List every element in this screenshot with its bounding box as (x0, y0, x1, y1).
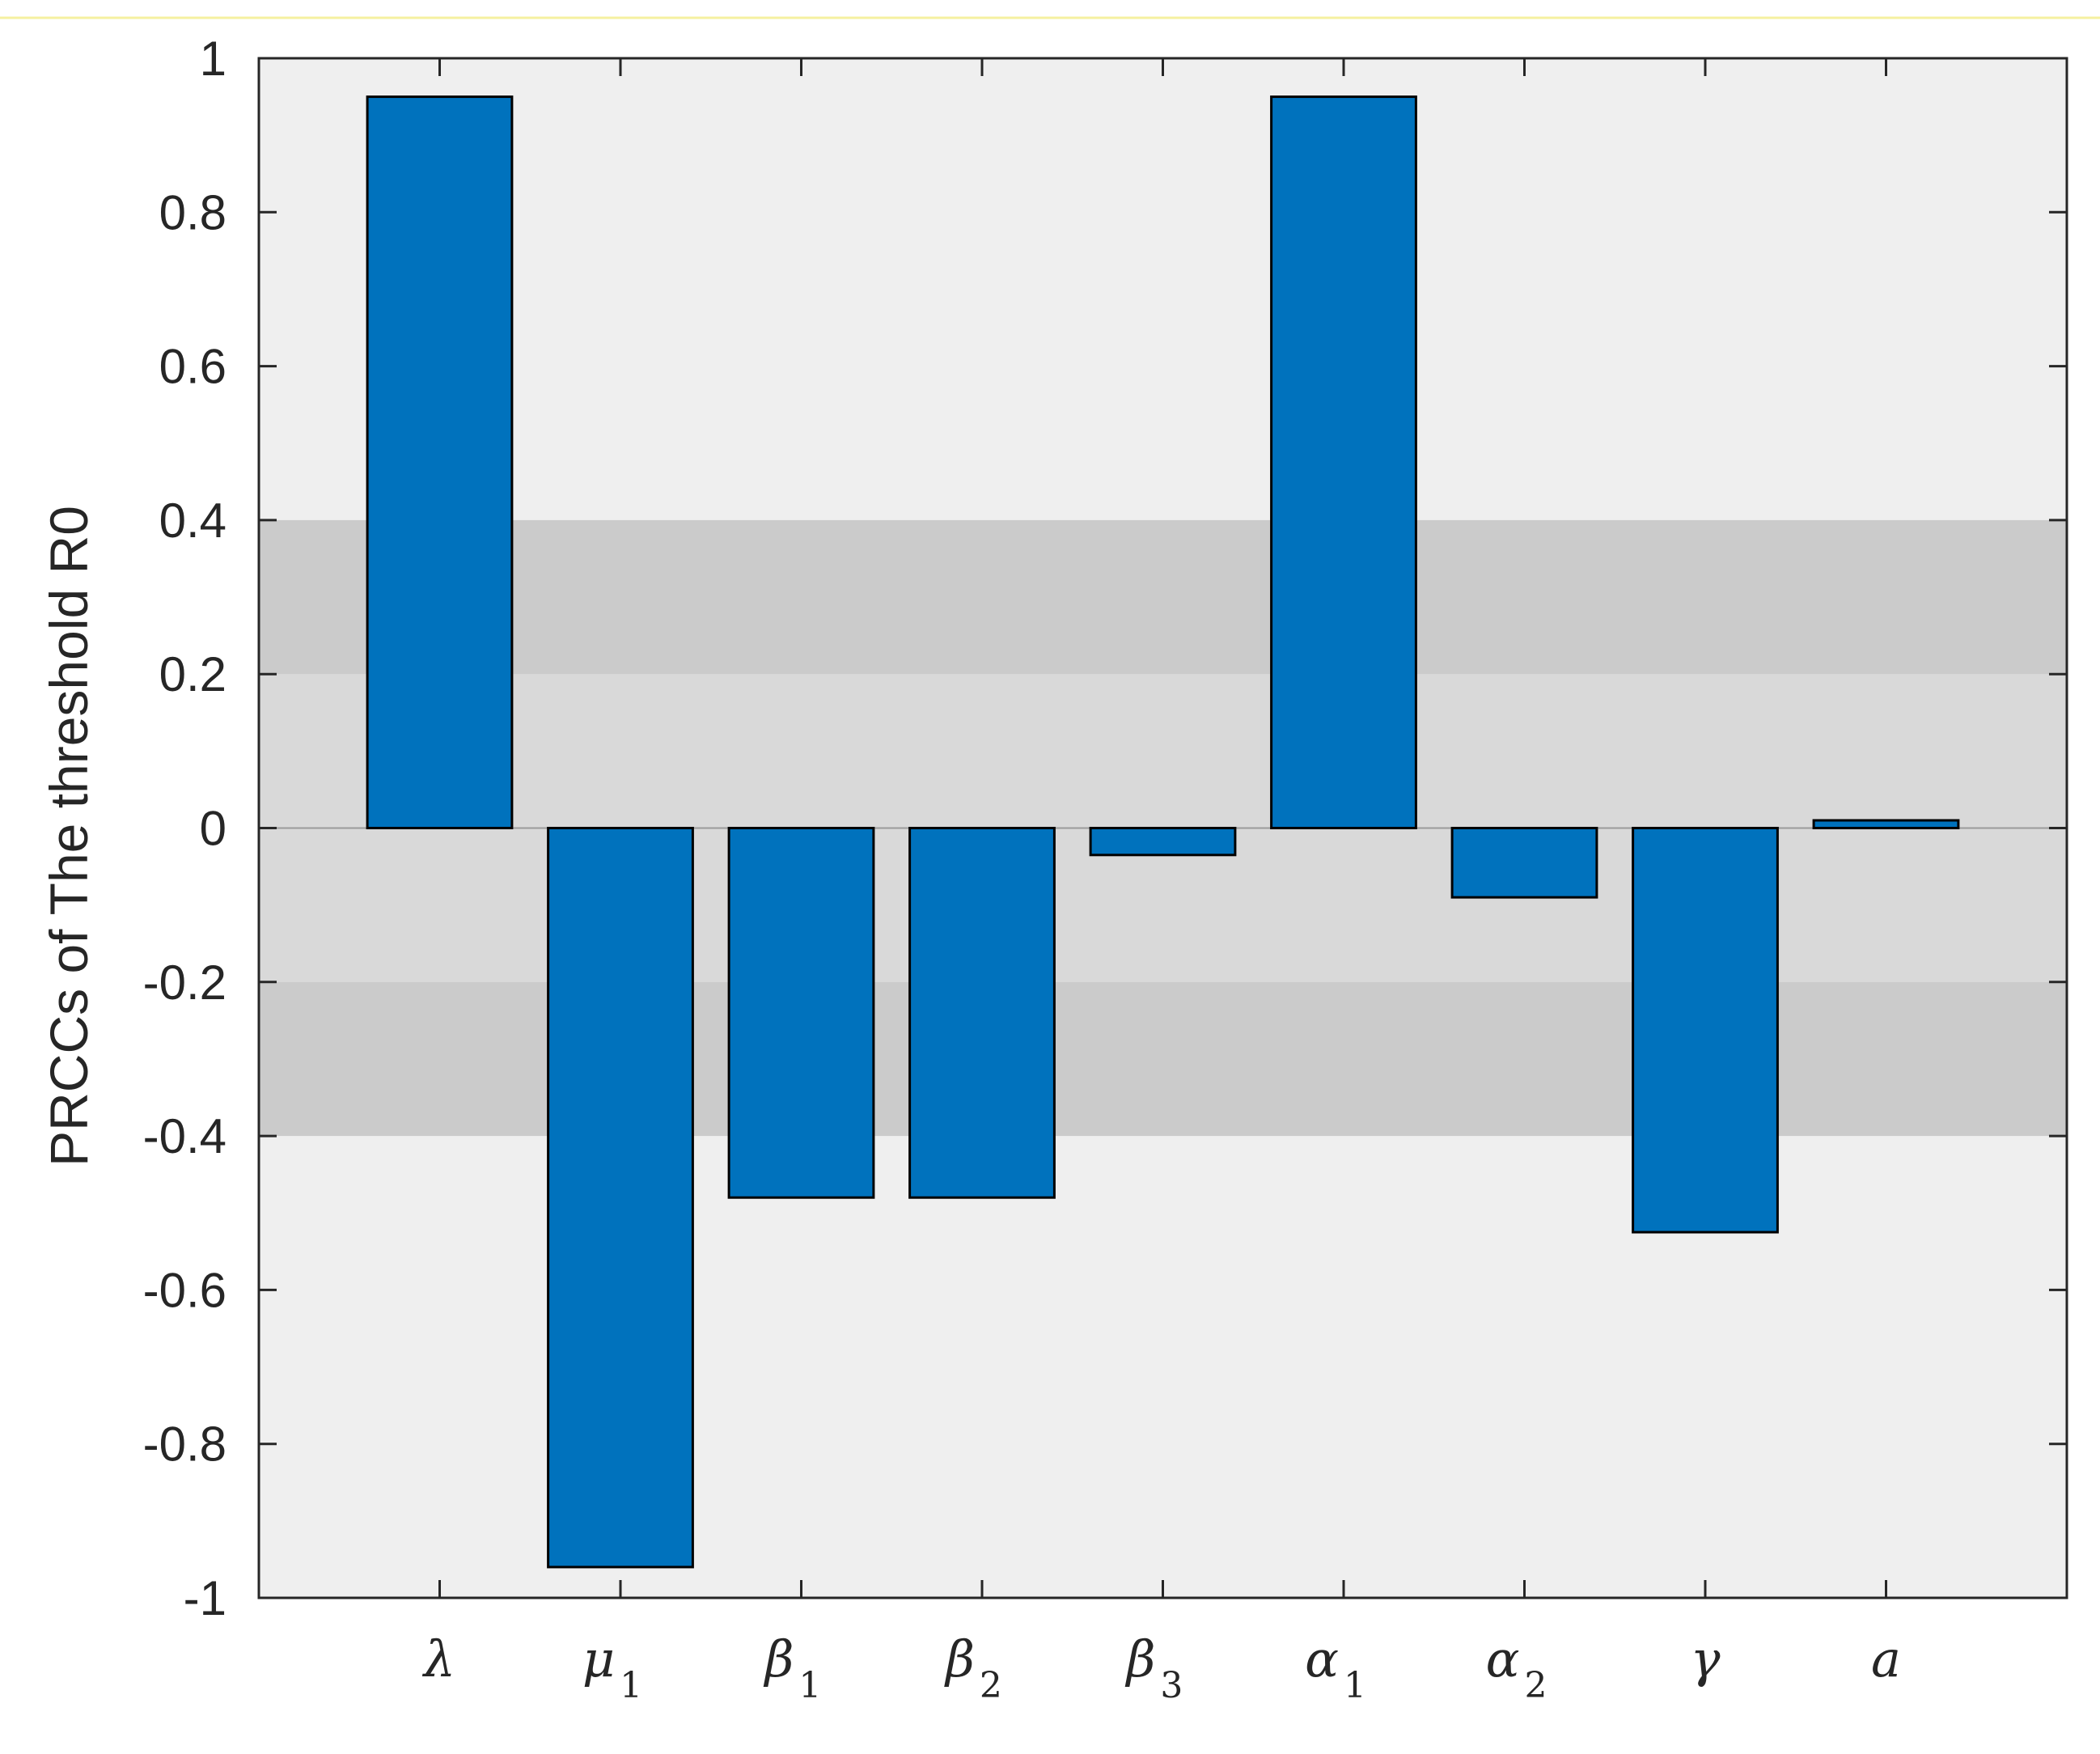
bar-5 (1270, 95, 1417, 829)
x-tick-label: λ (421, 1629, 455, 1688)
bar-8 (1812, 819, 1960, 829)
y-tick-label: -0.2 (143, 955, 227, 1010)
bar-2 (727, 827, 875, 1199)
y-tick-label: 0.6 (159, 340, 227, 394)
y-tick-label: -0.6 (143, 1263, 227, 1317)
y-tick-label: 1 (200, 32, 227, 86)
bar-0 (366, 95, 514, 829)
y-tick-label: -0.4 (143, 1109, 227, 1163)
bars (366, 95, 1960, 1569)
y-tick-label: 0.2 (159, 647, 227, 701)
y-tick-label: 0.4 (159, 494, 227, 548)
bar-1 (547, 827, 694, 1569)
y-tick-label: 0.8 (159, 185, 227, 239)
x-tick-label: γ (1690, 1629, 1721, 1688)
y-axis-title: PRCCs of The threshold R0 (39, 506, 99, 1167)
shaded-band-2 (259, 981, 2067, 1137)
bar-6 (1450, 827, 1598, 899)
x-tick-label: a (1871, 1629, 1901, 1688)
y-tick-label: -1 (184, 1571, 227, 1625)
shaded-band-1 (259, 519, 2067, 675)
bar-4 (1089, 827, 1237, 857)
bar-7 (1632, 827, 1779, 1234)
y-tick-label: -0.8 (143, 1417, 227, 1472)
y-tick-label: 0 (200, 802, 227, 856)
y-axis-ticks: 1 0.8 0.6 0.4 0.2 0 -0.2 -0.4 -0.6 -0.8 -1 (143, 32, 2067, 1625)
bar-3 (908, 827, 1056, 1199)
